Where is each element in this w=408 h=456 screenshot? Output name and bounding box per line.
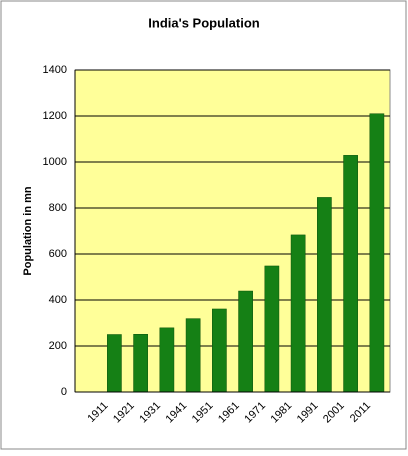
bar [290, 234, 306, 393]
y-tick-label: 800 [49, 202, 67, 214]
y-tick-label: 1000 [43, 156, 67, 168]
plot-area [74, 69, 391, 393]
bar [264, 265, 280, 393]
bar [212, 308, 227, 393]
y-axis-label: Population in mn [22, 186, 34, 275]
y-tick-label: 400 [49, 294, 67, 306]
bar [343, 155, 358, 393]
bar [107, 334, 122, 393]
bar [185, 318, 201, 393]
y-tick-label: 600 [49, 248, 67, 260]
y-tick-label: 200 [49, 340, 67, 352]
y-tick-label: 0 [61, 386, 67, 398]
bar [369, 113, 385, 393]
bar [317, 197, 332, 393]
bar [238, 290, 253, 393]
y-tick-label: 1400 [43, 64, 67, 76]
bar [133, 334, 148, 393]
bar [159, 327, 175, 393]
chart-title: India's Population [148, 15, 259, 30]
y-tick-label: 1200 [43, 110, 67, 122]
